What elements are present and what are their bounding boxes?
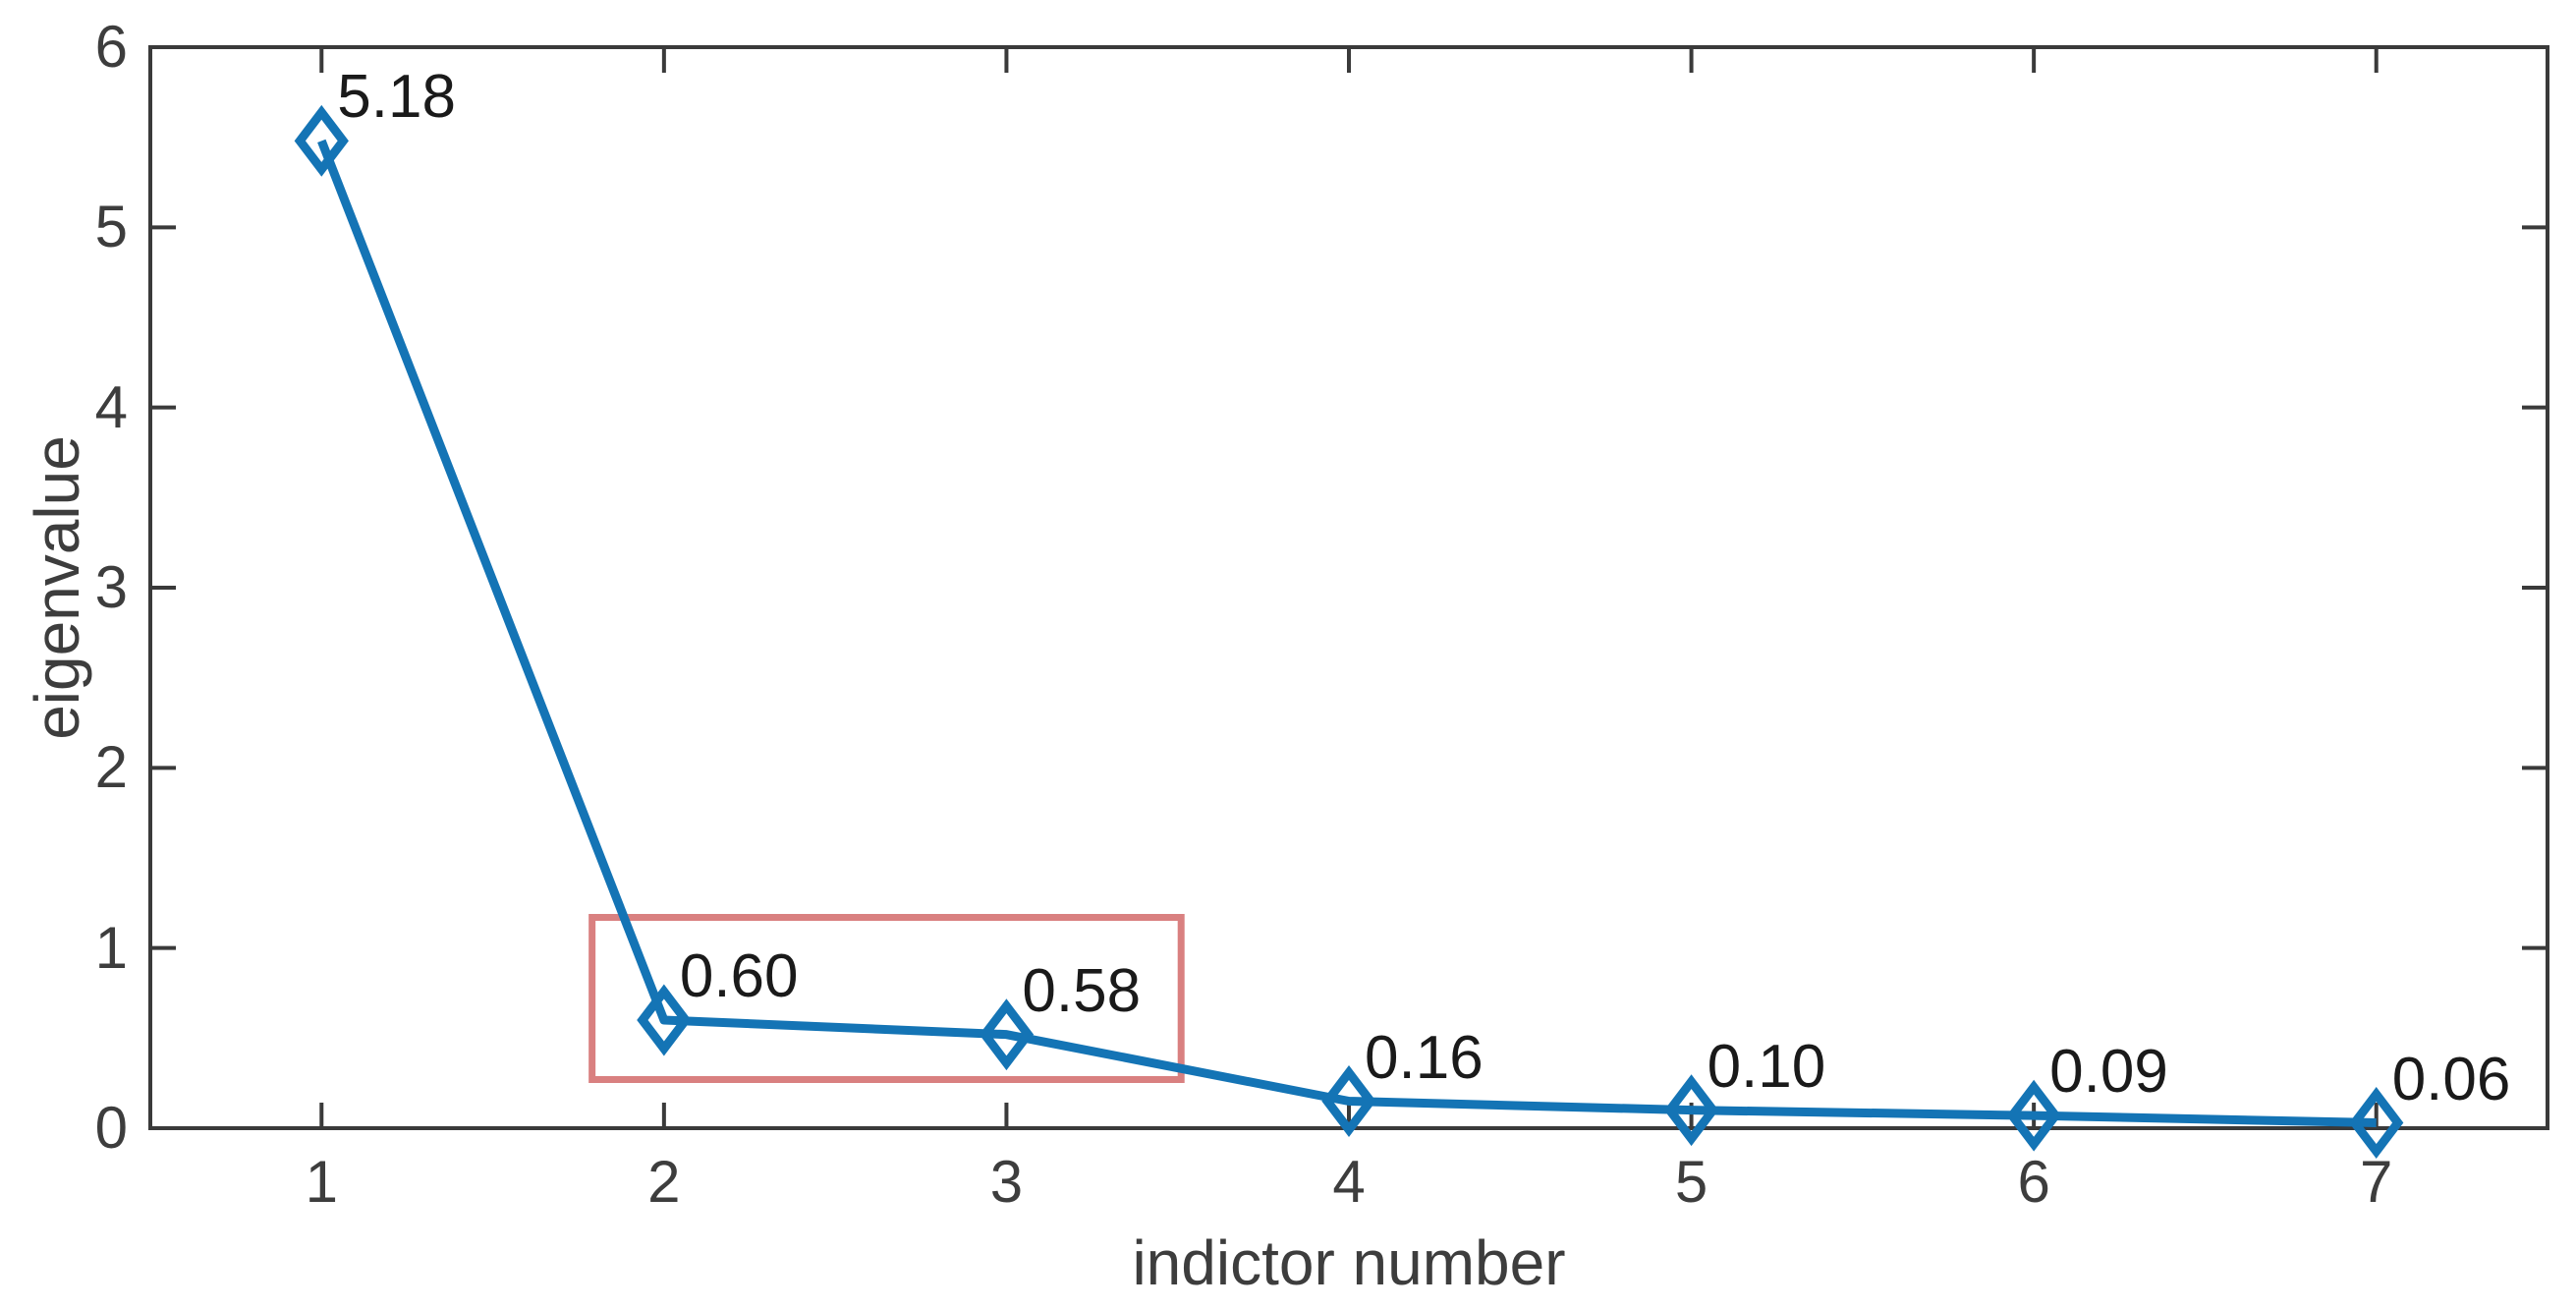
data-marker-diamond <box>294 104 349 177</box>
y-tick-label: 5 <box>94 194 128 260</box>
y-tick-label: 4 <box>94 373 128 440</box>
x-tick-label: 6 <box>2017 1149 2050 1215</box>
data-marker-diamond <box>979 998 1035 1071</box>
point-value-label: 0.09 <box>2049 1038 2168 1107</box>
x-tick-label: 7 <box>2360 1149 2393 1215</box>
x-tick-label: 5 <box>1674 1149 1708 1215</box>
point-value-label: 0.60 <box>679 942 799 1010</box>
data-marker-diamond <box>2349 1087 2404 1159</box>
x-tick-label: 1 <box>305 1149 338 1215</box>
x-axis-title: indictor number <box>1132 1227 1566 1298</box>
data-marker-diamond <box>637 984 692 1056</box>
point-value-label: 5.18 <box>337 63 456 132</box>
x-tick-label: 3 <box>989 1149 1024 1215</box>
data-marker-diamond <box>1321 1065 1376 1137</box>
point-value-label: 0.06 <box>2391 1045 2511 1113</box>
x-tick-label: 2 <box>647 1149 681 1215</box>
y-tick-label: 1 <box>94 914 128 981</box>
point-value-label: 0.58 <box>1022 956 1142 1025</box>
axes-box <box>148 45 2549 1130</box>
data-line <box>317 139 2377 1127</box>
data-marker-diamond <box>1663 1074 1719 1147</box>
point-value-label: 0.10 <box>1707 1032 1826 1101</box>
y-tick-label: 0 <box>94 1095 128 1161</box>
y-tick-label: 6 <box>94 14 128 80</box>
x-tick-label: 4 <box>1332 1149 1366 1215</box>
highlight-rectangle <box>588 914 1185 1083</box>
data-marker-diamond <box>2006 1079 2061 1152</box>
point-value-label: 0.16 <box>1365 1023 1484 1092</box>
y-tick-label: 2 <box>94 734 128 801</box>
y-tick-label: 3 <box>94 554 128 620</box>
